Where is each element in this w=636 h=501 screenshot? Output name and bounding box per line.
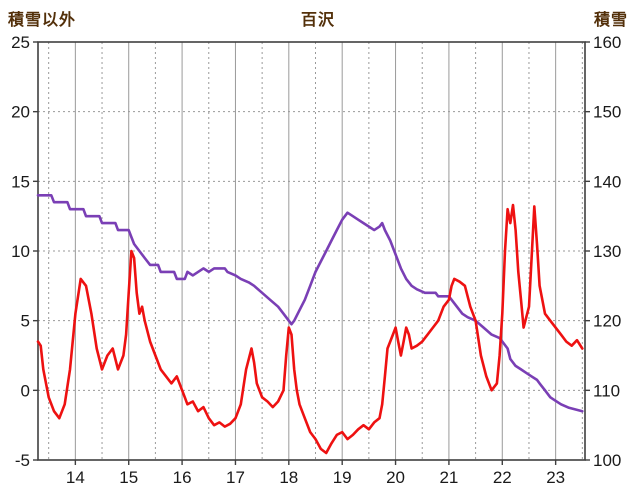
left-tick-label: 0 (21, 381, 30, 400)
x-tick-label: 17 (226, 468, 245, 487)
right-axis-title: 積雪 (593, 12, 628, 29)
right-tick-label: 140 (593, 172, 621, 191)
right-tick-label: 150 (593, 103, 621, 122)
x-tick-label: 22 (493, 468, 512, 487)
left-tick-label: -5 (15, 451, 30, 470)
left-tick-label: 5 (21, 312, 30, 331)
left-axis-title: 積雪以外 (8, 12, 77, 29)
right-tick-label: 100 (593, 451, 621, 470)
left-tick-label: 10 (11, 242, 30, 261)
left-tick-label: 25 (11, 33, 30, 52)
left-tick-label: 20 (11, 103, 30, 122)
series-line-other (36, 203, 584, 455)
plot-border (37, 41, 586, 461)
left-tick-label: 15 (11, 172, 30, 191)
series-line-snow (36, 194, 584, 413)
right-tick-label: 160 (593, 33, 621, 52)
x-tick-label: 19 (333, 468, 352, 487)
x-tick-label: 16 (173, 468, 192, 487)
right-tick-label: 110 (593, 381, 620, 400)
x-tick-label: 14 (66, 468, 85, 487)
right-tick-label: 120 (593, 312, 621, 331)
x-tick-label: 21 (439, 468, 458, 487)
x-tick-label: 18 (279, 468, 298, 487)
right-tick-label: 130 (593, 242, 621, 261)
x-tick-label: 23 (546, 468, 565, 487)
x-tick-label: 20 (386, 468, 405, 487)
x-tick-label: 15 (119, 468, 138, 487)
